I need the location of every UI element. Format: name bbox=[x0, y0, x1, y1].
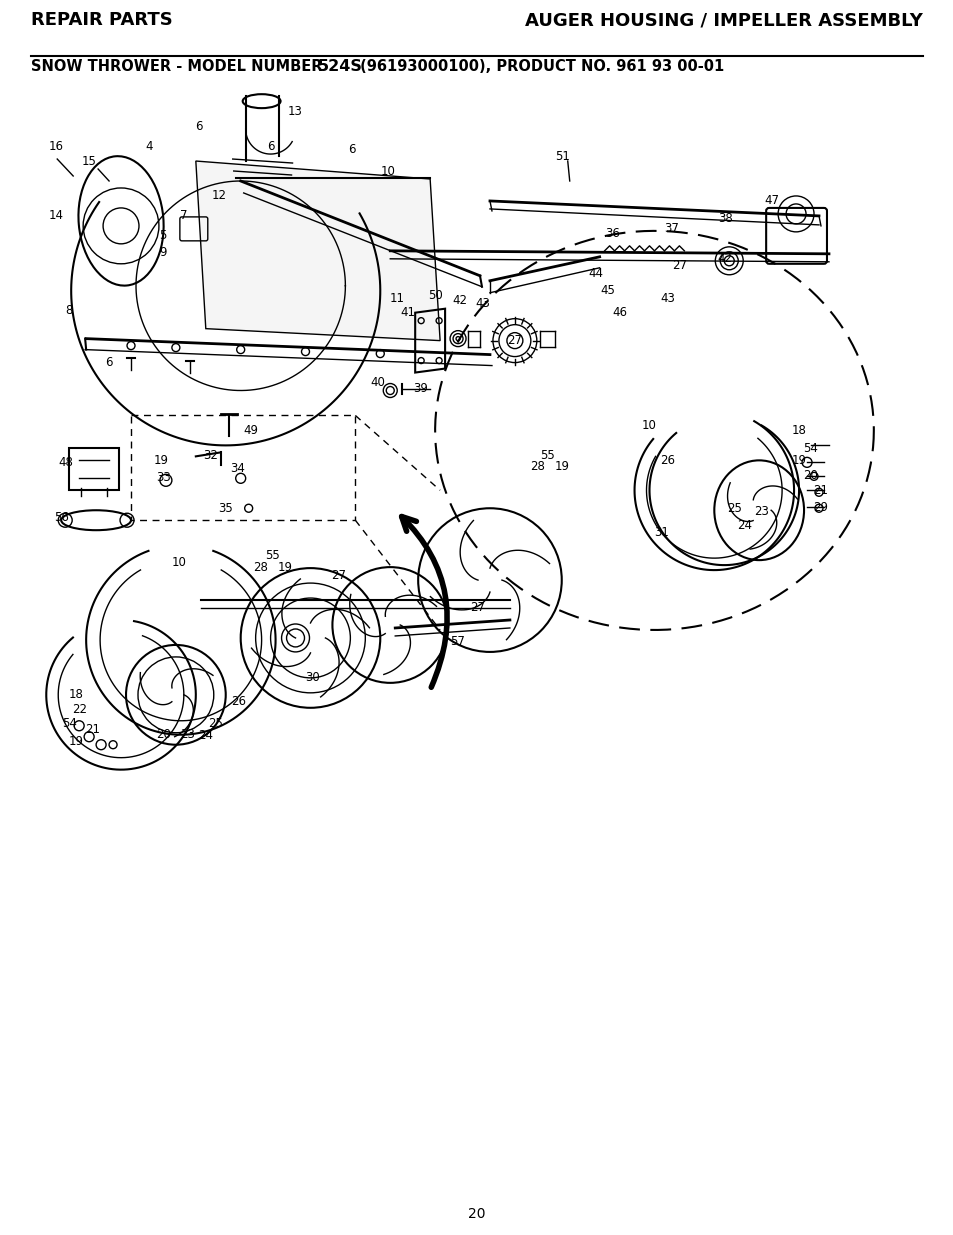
Text: 13: 13 bbox=[288, 105, 303, 117]
Text: 31: 31 bbox=[654, 526, 668, 538]
Text: 27: 27 bbox=[470, 600, 485, 614]
Text: 43: 43 bbox=[475, 298, 490, 310]
Text: 21: 21 bbox=[813, 484, 827, 496]
Text: 22: 22 bbox=[71, 703, 87, 716]
Text: 10: 10 bbox=[172, 556, 186, 568]
Text: 47: 47 bbox=[764, 194, 779, 207]
Text: 6: 6 bbox=[348, 142, 355, 156]
Text: 45: 45 bbox=[599, 284, 615, 298]
Text: 43: 43 bbox=[659, 293, 674, 305]
Text: 54: 54 bbox=[802, 442, 818, 454]
Text: 12: 12 bbox=[211, 189, 226, 203]
Text: 11: 11 bbox=[390, 293, 404, 305]
Text: 5: 5 bbox=[159, 230, 167, 242]
Text: 26: 26 bbox=[659, 453, 674, 467]
Text: 30: 30 bbox=[305, 672, 319, 684]
Text: 14: 14 bbox=[49, 210, 64, 222]
Text: 28: 28 bbox=[253, 561, 268, 573]
Text: 38: 38 bbox=[718, 212, 732, 226]
Text: 27: 27 bbox=[507, 335, 522, 347]
Text: 4: 4 bbox=[145, 140, 152, 153]
Text: 23: 23 bbox=[180, 729, 195, 741]
Text: 10: 10 bbox=[380, 164, 395, 178]
Text: 40: 40 bbox=[371, 375, 385, 389]
Text: 6: 6 bbox=[267, 140, 274, 153]
Text: 24: 24 bbox=[198, 729, 213, 742]
Text: 25: 25 bbox=[726, 501, 740, 515]
Text: 19: 19 bbox=[791, 453, 805, 467]
Text: 56: 56 bbox=[53, 511, 69, 524]
Text: 6: 6 bbox=[105, 356, 112, 369]
Text: 18: 18 bbox=[791, 424, 805, 437]
Text: 49: 49 bbox=[243, 424, 258, 437]
Text: 25: 25 bbox=[208, 718, 223, 730]
Text: 42: 42 bbox=[452, 294, 467, 308]
Text: 37: 37 bbox=[663, 222, 679, 236]
Text: 57: 57 bbox=[450, 636, 465, 648]
Text: SNOW THROWER - MODEL NUMBER: SNOW THROWER - MODEL NUMBER bbox=[31, 59, 328, 74]
Text: 55: 55 bbox=[539, 448, 555, 462]
Text: 27: 27 bbox=[331, 568, 346, 582]
Text: 21: 21 bbox=[86, 724, 100, 736]
Polygon shape bbox=[195, 161, 439, 341]
Text: 48: 48 bbox=[59, 456, 73, 469]
Text: 20: 20 bbox=[468, 1207, 485, 1220]
Text: 46: 46 bbox=[612, 306, 626, 319]
Text: 34: 34 bbox=[230, 462, 245, 474]
Text: 54: 54 bbox=[62, 718, 76, 730]
Text: 26: 26 bbox=[231, 695, 246, 709]
Text: 10: 10 bbox=[641, 419, 657, 432]
Text: 41: 41 bbox=[400, 306, 416, 319]
Text: 524S: 524S bbox=[317, 59, 362, 74]
Text: 20: 20 bbox=[156, 729, 172, 741]
Text: 33: 33 bbox=[156, 471, 172, 484]
Text: 36: 36 bbox=[604, 227, 619, 241]
Text: 6: 6 bbox=[194, 120, 202, 132]
Text: 19: 19 bbox=[69, 735, 84, 748]
Text: 32: 32 bbox=[203, 448, 218, 462]
Text: 55: 55 bbox=[265, 548, 279, 562]
Text: (96193000100), PRODUCT NO. 961 93 00-01: (96193000100), PRODUCT NO. 961 93 00-01 bbox=[355, 59, 724, 74]
Text: 20: 20 bbox=[802, 469, 818, 482]
Text: 18: 18 bbox=[69, 688, 84, 701]
Text: 39: 39 bbox=[413, 382, 427, 395]
Text: 27: 27 bbox=[671, 259, 686, 272]
Text: 28: 28 bbox=[530, 459, 545, 473]
Text: 7: 7 bbox=[180, 210, 188, 222]
Text: 24: 24 bbox=[736, 519, 751, 532]
Text: 8: 8 bbox=[66, 304, 72, 317]
Text: AUGER HOUSING / IMPELLER ASSEMBLY: AUGER HOUSING / IMPELLER ASSEMBLY bbox=[524, 11, 922, 30]
Text: REPAIR PARTS: REPAIR PARTS bbox=[31, 11, 172, 30]
Text: 42: 42 bbox=[717, 252, 732, 266]
Text: 19: 19 bbox=[554, 459, 569, 473]
Text: 19: 19 bbox=[153, 453, 169, 467]
Text: 29: 29 bbox=[813, 500, 827, 514]
Text: 50: 50 bbox=[427, 289, 442, 303]
Text: 35: 35 bbox=[218, 501, 233, 515]
Text: 16: 16 bbox=[49, 140, 64, 153]
Text: 44: 44 bbox=[588, 267, 602, 280]
Text: 9: 9 bbox=[159, 246, 167, 259]
Text: 19: 19 bbox=[277, 561, 293, 573]
Text: 23: 23 bbox=[753, 505, 768, 517]
Text: 51: 51 bbox=[555, 149, 570, 163]
Text: 15: 15 bbox=[82, 154, 96, 168]
